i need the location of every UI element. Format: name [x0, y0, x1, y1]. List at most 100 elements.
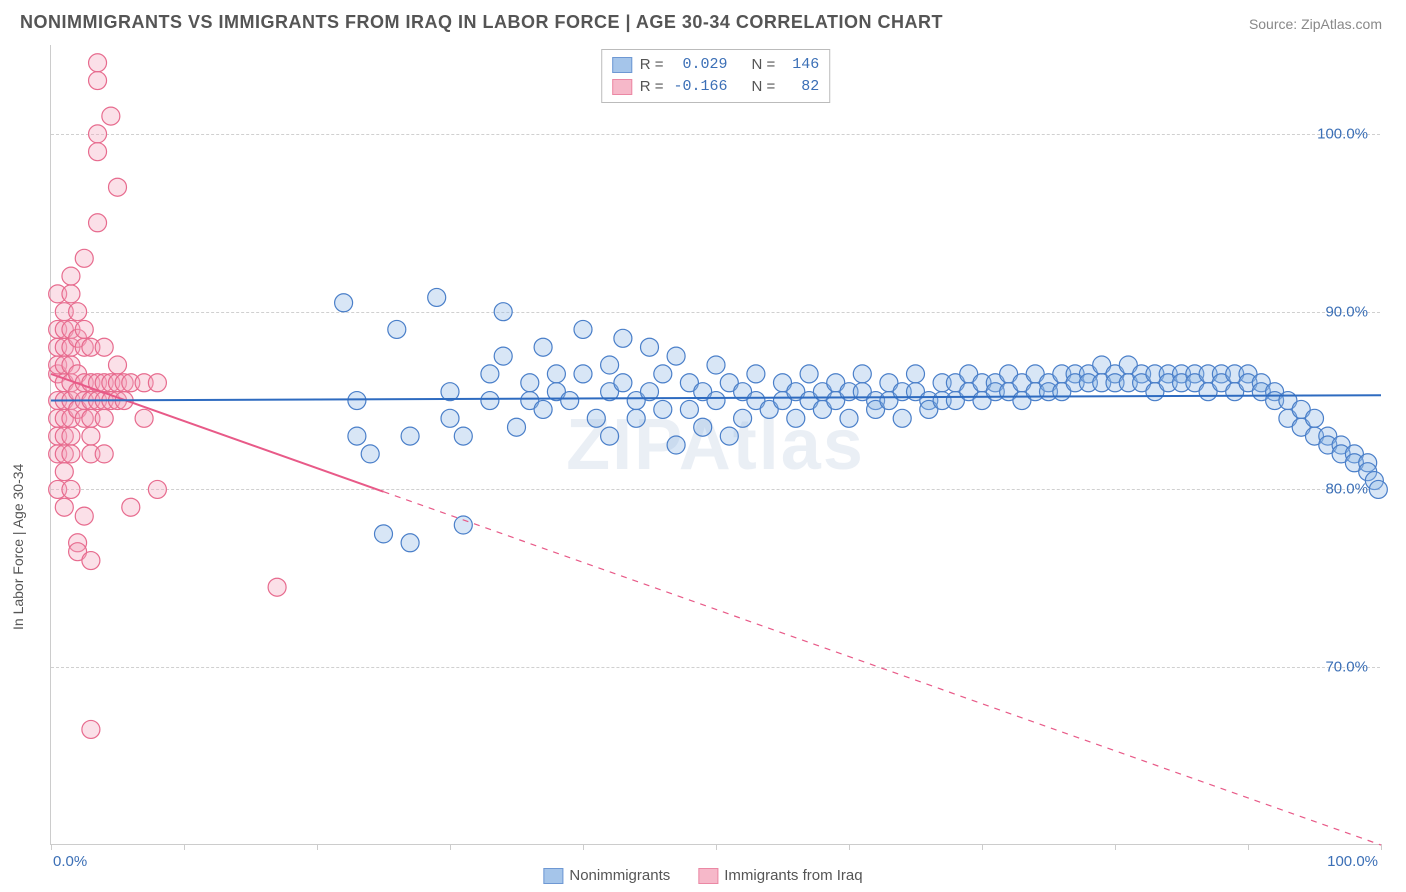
data-point [109, 356, 127, 374]
x-tick [450, 844, 451, 850]
data-point [694, 418, 712, 436]
data-point [62, 267, 80, 285]
data-point [62, 480, 80, 498]
chart-title: NONIMMIGRANTS VS IMMIGRANTS FROM IRAQ IN… [20, 12, 943, 33]
legend-swatch [543, 868, 563, 884]
data-point [481, 392, 499, 410]
x-tick [184, 844, 185, 850]
data-point [614, 374, 632, 392]
legend-item: Immigrants from Iraq [698, 867, 862, 884]
data-point [62, 427, 80, 445]
data-point [55, 463, 73, 481]
n-label: N = [752, 76, 776, 98]
data-point [574, 365, 592, 383]
data-point [361, 445, 379, 463]
legend-swatch [612, 57, 632, 73]
data-point [335, 294, 353, 312]
n-value: 82 [783, 76, 819, 98]
data-point [95, 338, 113, 356]
y-axis-label: In Labor Force | Age 30-34 [10, 464, 26, 630]
x-tick [1248, 844, 1249, 850]
data-point [508, 418, 526, 436]
data-point [1369, 480, 1387, 498]
legend-item: Nonimmigrants [543, 867, 670, 884]
legend-label: Immigrants from Iraq [724, 867, 862, 884]
data-point [102, 107, 120, 125]
y-tick-label: 100.0% [1317, 125, 1368, 142]
x-tick [849, 844, 850, 850]
y-tick-label: 80.0% [1325, 481, 1368, 498]
data-point [667, 347, 685, 365]
data-point [135, 409, 153, 427]
x-tick [1381, 844, 1382, 850]
data-point [75, 249, 93, 267]
data-point [89, 125, 107, 143]
data-point [601, 356, 619, 374]
data-point [641, 338, 659, 356]
data-point [348, 392, 366, 410]
data-point [454, 427, 472, 445]
data-point [680, 400, 698, 418]
data-point [734, 409, 752, 427]
y-tick-label: 90.0% [1325, 303, 1368, 320]
data-point [574, 320, 592, 338]
series-legend: Nonimmigrants Immigrants from Iraq [543, 867, 862, 884]
data-point [893, 409, 911, 427]
data-point [707, 392, 725, 410]
n-value: 146 [783, 54, 819, 76]
data-point [95, 445, 113, 463]
data-point [747, 365, 765, 383]
data-point [494, 347, 512, 365]
x-tick [982, 844, 983, 850]
data-point [454, 516, 472, 534]
data-point [534, 338, 552, 356]
data-point [853, 365, 871, 383]
data-point [75, 507, 93, 525]
data-point [627, 409, 645, 427]
legend-row: R =0.029N =146 [612, 54, 820, 76]
data-point [601, 427, 619, 445]
data-point [62, 445, 80, 463]
r-label: R = [640, 54, 664, 76]
data-point [614, 329, 632, 347]
data-point [667, 436, 685, 454]
data-point [800, 365, 818, 383]
legend-swatch [612, 79, 632, 95]
data-point [654, 400, 672, 418]
data-point [481, 365, 499, 383]
scatter-svg [51, 45, 1380, 844]
data-point [1306, 409, 1324, 427]
x-tick [583, 844, 584, 850]
data-point [787, 409, 805, 427]
data-point [654, 365, 672, 383]
data-point [148, 480, 166, 498]
data-point [82, 552, 100, 570]
scatter-plot-area: ZIPAtlas R =0.029N =146R =-0.166N =82 70… [50, 45, 1380, 845]
x-tick [1115, 844, 1116, 850]
data-point [82, 720, 100, 738]
data-point [109, 178, 127, 196]
data-point [268, 578, 286, 596]
data-point [521, 374, 539, 392]
data-point [907, 365, 925, 383]
data-point [95, 409, 113, 427]
data-point [62, 285, 80, 303]
n-label: N = [752, 54, 776, 76]
data-point [494, 303, 512, 321]
data-point [89, 143, 107, 161]
data-point [428, 288, 446, 306]
data-point [348, 427, 366, 445]
x-tick-label: 0.0% [53, 853, 87, 870]
data-point [148, 374, 166, 392]
data-point [89, 214, 107, 232]
r-label: R = [640, 76, 664, 98]
data-point [840, 409, 858, 427]
trend-line [51, 374, 384, 492]
data-point [69, 303, 87, 321]
data-point [401, 534, 419, 552]
data-point [720, 427, 738, 445]
x-tick [716, 844, 717, 850]
data-point [401, 427, 419, 445]
legend-label: Nonimmigrants [569, 867, 670, 884]
x-tick [317, 844, 318, 850]
